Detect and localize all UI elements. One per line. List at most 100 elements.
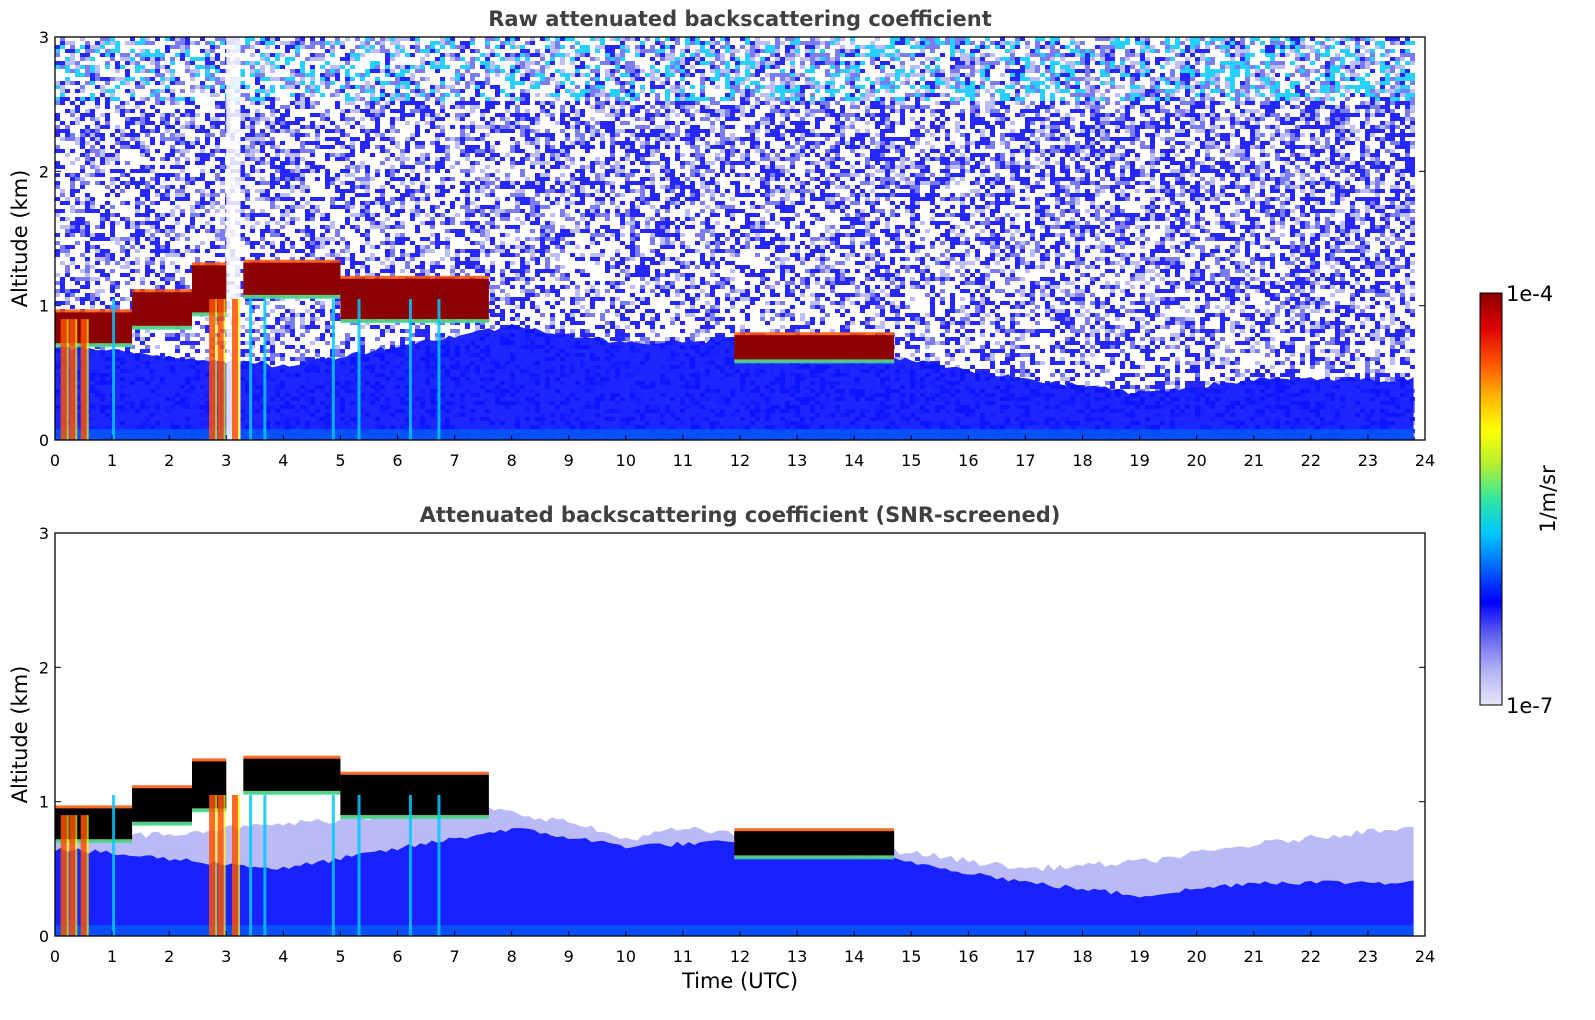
x-tick-label: 4: [278, 947, 288, 966]
x-tick-label: 8: [507, 947, 517, 966]
cloud-layer-base: [340, 815, 489, 820]
x-tick-label: 15: [901, 947, 921, 966]
cloud-layer: [340, 278, 489, 320]
x-tick-label: 23: [1358, 947, 1378, 966]
fall-streak: [331, 298, 335, 440]
fall-streak: [217, 794, 224, 936]
cloud-layer-base: [734, 855, 895, 860]
colorbar-gradient: [1479, 292, 1503, 706]
panel-screened: 0 1 2 3 4 5 6 7 8 9 10 11 12 13 14 15 16 17 18 19 20 21 22 23 24…: [8, 503, 1435, 993]
fall-streak: [249, 298, 253, 440]
fall-streak: [437, 794, 441, 936]
y-tick-label: 0: [39, 927, 49, 946]
x-tick-label: 4: [278, 451, 288, 470]
fall-streak: [112, 794, 116, 936]
x-tick-label: 6: [392, 947, 402, 966]
fall-streak: [408, 794, 412, 936]
fall-streak-edge: [75, 815, 78, 936]
x-tick-label: 7: [449, 451, 459, 470]
backscatter-field: [55, 755, 1414, 936]
y-axis-label: Altitude (km): [8, 170, 32, 308]
x-tick-label: 12: [730, 451, 750, 470]
colorbar: 1e-4 1e-7 1/m/sr: [1479, 282, 1560, 718]
x-tick-label: 23: [1358, 451, 1378, 470]
x-tick-label: 19: [1129, 451, 1149, 470]
x-tick-label: 21: [1244, 947, 1264, 966]
y-tick-label: 0: [39, 431, 49, 450]
fall-streak-edge: [66, 319, 69, 440]
backscatter-field: [55, 37, 1415, 440]
fall-streak-edge: [215, 794, 218, 936]
x-tick-label: 5: [335, 451, 345, 470]
x-tick-label: 17: [1015, 947, 1035, 966]
x-axis-label: Time (UTC): [681, 969, 798, 993]
cloud-layer-base: [132, 325, 192, 330]
x-tick-label: 19: [1129, 947, 1149, 966]
fall-streak: [80, 815, 87, 936]
x-tick-label: 1: [107, 451, 117, 470]
x-tick-label: 8: [507, 451, 517, 470]
y-tick-label: 3: [39, 524, 49, 543]
cloud-layer: [243, 262, 341, 295]
x-tick-label: 1: [107, 947, 117, 966]
colorbar-max-label: 1e-4: [1506, 282, 1553, 306]
x-tick-label: 17: [1015, 451, 1035, 470]
x-tick-label: 22: [1301, 451, 1321, 470]
panel-raw: 0 1 2 3 4 5 6 7 8 9 10 11 12 13 14 15 16 17 18 19 20 21 22 23 24…: [8, 7, 1435, 470]
fall-streak: [408, 298, 412, 440]
cloud-layer: [132, 788, 192, 822]
fall-streak: [209, 794, 216, 936]
colorbar-unit-label: 1/m/sr: [1536, 465, 1560, 533]
x-tick-label: 2: [164, 947, 174, 966]
x-tick-label: 0: [50, 451, 60, 470]
x-tick-label: 7: [449, 947, 459, 966]
fall-streak: [357, 794, 361, 936]
x-tick-label: 13: [787, 947, 807, 966]
x-tick-label: 9: [564, 451, 574, 470]
cloud-layer: [340, 774, 489, 816]
x-tick-label: 9: [564, 947, 574, 966]
y-axis-label: Altitude (km): [8, 666, 32, 804]
colorbar-min-label: 1e-7: [1506, 694, 1553, 718]
boundary-layer: [55, 323, 1414, 440]
x-tick-label: 20: [1186, 947, 1206, 966]
fall-streak-edge: [75, 319, 78, 440]
x-tick-label: 0: [50, 947, 60, 966]
cloud-layer-base: [55, 343, 133, 348]
y-tick-label: 2: [39, 162, 49, 181]
x-tick-label: 20: [1186, 451, 1206, 470]
cloud-layer-base: [132, 821, 192, 826]
fall-streak: [263, 794, 267, 936]
surface-layer: [55, 925, 1414, 936]
fall-streak: [60, 319, 67, 440]
cloud-layer-base: [734, 359, 895, 364]
fall-streak: [231, 298, 238, 440]
fall-streak: [217, 298, 224, 440]
x-tick-label: 16: [958, 451, 978, 470]
fall-streak: [437, 298, 441, 440]
x-tick-label: 5: [335, 947, 345, 966]
fall-streak: [69, 319, 76, 440]
x-tick-label: 10: [616, 947, 636, 966]
x-tick-label: 11: [673, 947, 693, 966]
cloud-layer: [734, 831, 895, 856]
fall-streak-edge: [66, 815, 69, 936]
x-tick-label: 14: [844, 947, 864, 966]
fall-streak-edge: [237, 794, 240, 936]
fall-streak: [60, 815, 67, 936]
y-tick-label: 3: [39, 28, 49, 47]
cloud-layer-base: [55, 839, 133, 844]
boundary-layer: [55, 828, 1414, 936]
fall-streak-edge: [86, 815, 89, 936]
x-tick-label: 2: [164, 451, 174, 470]
surface-layer: [55, 429, 1414, 440]
x-tick-label: 14: [844, 451, 864, 470]
fall-streak: [231, 794, 238, 936]
x-tick-label: 10: [616, 451, 636, 470]
fall-streak: [249, 794, 253, 936]
cloud-layer: [132, 292, 192, 326]
fall-streak: [209, 298, 216, 440]
fall-streak: [112, 298, 116, 440]
fall-streak-edge: [86, 319, 89, 440]
